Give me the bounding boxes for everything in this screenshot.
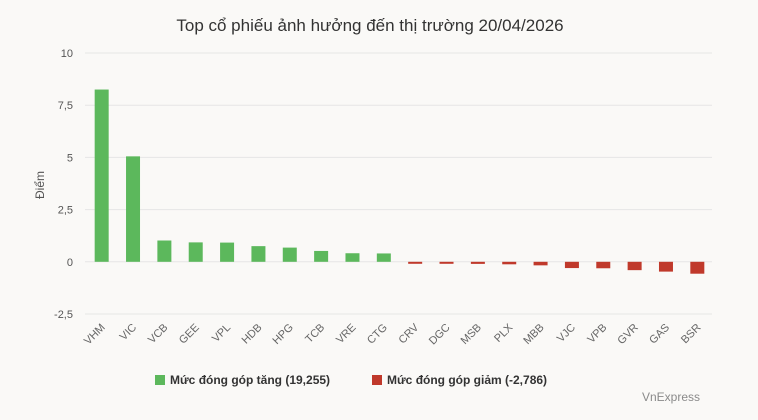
bar-tcb[interactable] xyxy=(314,250,329,262)
bar-gvr[interactable] xyxy=(627,261,642,271)
bar-vic[interactable] xyxy=(126,156,141,262)
y-tick-label: -2,5 xyxy=(54,309,73,321)
bar-vhm[interactable] xyxy=(94,89,109,262)
x-tick-label: DGC xyxy=(427,322,453,348)
bar-dgc[interactable] xyxy=(439,261,454,264)
x-tick-label: GEE xyxy=(177,322,202,347)
bar-hdb[interactable] xyxy=(251,246,266,262)
x-axis-ticks: VHM VIC VCB GEE VPL HDB HPG TCB VRE CTG CRV DGC MSB P… xyxy=(82,321,703,347)
x-tick-label: GAS xyxy=(647,322,672,347)
y-axis-ticks: 10 7,5 5 2,5 0 -2,5 xyxy=(54,48,73,321)
y-tick-label: 0 xyxy=(67,257,73,269)
bar-gas[interactable] xyxy=(658,261,673,272)
bar-bsr[interactable] xyxy=(690,261,705,274)
y-tick-label: 2,5 xyxy=(58,205,73,217)
legend[interactable]: Mức đóng góp tăng (19,255) Mức đóng góp g… xyxy=(155,373,547,387)
x-tick-label: MBB xyxy=(521,322,546,347)
bar-plx[interactable] xyxy=(502,261,517,265)
bar-crv[interactable] xyxy=(408,261,423,264)
chart-title: Top cổ phiếu ảnh hưởng đến thị trường 20… xyxy=(176,16,563,35)
source-credit: VnExpress xyxy=(642,390,700,404)
x-tick-label: PLX xyxy=(492,321,516,345)
bar-vjc[interactable] xyxy=(564,261,579,269)
bar-vcb[interactable] xyxy=(157,240,172,262)
y-axis-label: Điểm xyxy=(33,171,47,199)
grid-lines xyxy=(85,52,712,315)
bars xyxy=(94,89,705,274)
x-tick-label: TCB xyxy=(303,322,327,346)
legend-label: Mức đóng góp tăng (19,255) xyxy=(170,373,330,387)
x-tick-label: GVR xyxy=(615,322,640,347)
bar-mbb[interactable] xyxy=(533,261,548,266)
x-tick-label: CRV xyxy=(397,321,422,346)
bar-msb[interactable] xyxy=(470,261,485,264)
legend-item[interactable]: Mức đóng góp tăng (19,255) xyxy=(155,373,330,387)
y-tick-label: 7,5 xyxy=(58,100,73,112)
bar-hpg[interactable] xyxy=(282,247,297,262)
x-tick-label: BSR xyxy=(679,322,704,347)
x-tick-label: VCB xyxy=(146,322,170,346)
legend-item[interactable]: Mức đóng góp giảm (-2,786) xyxy=(372,373,547,387)
x-tick-label: VPL xyxy=(210,322,233,345)
x-tick-label: VJC xyxy=(555,322,578,345)
y-tick-label: 5 xyxy=(67,152,73,164)
x-tick-label: HPG xyxy=(271,322,296,347)
x-tick-label: CTG xyxy=(365,322,390,347)
legend-swatch xyxy=(155,375,165,385)
x-tick-label: VRE xyxy=(334,322,358,346)
legend-label: Mức đóng góp giảm (-2,786) xyxy=(387,373,547,387)
x-tick-label: MSB xyxy=(459,322,484,347)
x-tick-label: HDB xyxy=(240,322,265,347)
x-tick-label: VHM xyxy=(82,322,108,348)
bar-vre[interactable] xyxy=(345,253,360,262)
x-tick-label: VPB xyxy=(585,322,609,346)
legend-swatch xyxy=(372,375,382,385)
bar-vpb[interactable] xyxy=(596,261,611,269)
bar-gee[interactable] xyxy=(188,242,203,262)
bar-ctg[interactable] xyxy=(376,253,391,262)
bar-vpl[interactable] xyxy=(220,242,235,262)
x-tick-label: VIC xyxy=(118,322,139,343)
y-tick-label: 10 xyxy=(61,48,73,60)
